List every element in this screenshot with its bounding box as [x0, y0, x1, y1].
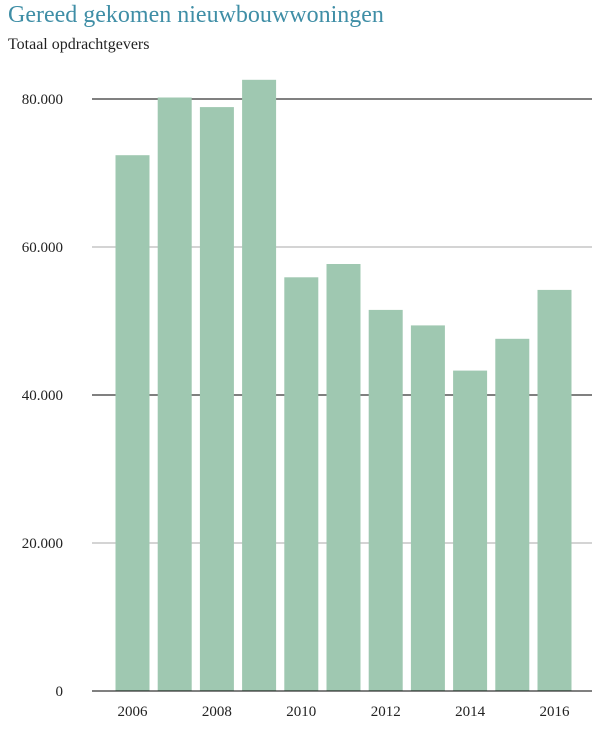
- y-axis-labels: 0 20.000 40.000 60.000 80.000: [22, 92, 63, 700]
- y-tick-label: 40.000: [22, 388, 63, 404]
- y-tick-label: 80.000: [22, 92, 63, 108]
- bar-2016: [537, 289, 572, 691]
- bar-2006: [115, 155, 150, 691]
- y-tick-label: 20.000: [22, 536, 63, 552]
- bar-2008: [199, 107, 234, 692]
- x-tick-label: 2012: [371, 704, 401, 720]
- bar-2007: [157, 97, 192, 691]
- x-axis-labels: 2006 2008 2010 2012 2014 2016: [118, 704, 571, 720]
- bar-2014: [453, 370, 488, 691]
- bar-2010: [284, 277, 319, 691]
- x-tick-label: 2016: [540, 704, 571, 720]
- bars: [115, 79, 572, 692]
- x-tick-label: 2014: [455, 704, 486, 720]
- x-tick-label: 2006: [118, 704, 149, 720]
- chart-subtitle: Totaal opdrachtgevers: [8, 36, 150, 53]
- bar-2009: [242, 79, 277, 692]
- chart-title: Gereed gekomen nieuwbouwwoningen: [8, 2, 384, 28]
- y-tick-label: 0: [56, 684, 64, 700]
- y-tick-label: 60.000: [22, 240, 63, 256]
- bar-2012: [368, 309, 403, 691]
- bar-2015: [495, 338, 530, 691]
- x-tick-label: 2010: [286, 704, 316, 720]
- bar-2011: [326, 264, 361, 691]
- bar-2013: [410, 325, 445, 691]
- x-tick-label: 2008: [202, 704, 232, 720]
